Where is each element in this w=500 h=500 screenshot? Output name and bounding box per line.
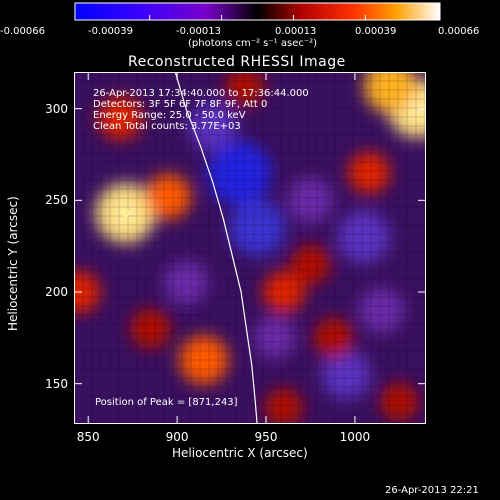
colorbar-tick-label: -0.00066 <box>0 26 45 37</box>
colorbar-unit-label: (photons cm⁻² s⁻¹ asec⁻²) <box>188 38 318 49</box>
peak-point <box>122 209 130 217</box>
colorbar-tick-label: 0.00013 <box>275 26 317 37</box>
colorbar-tick-marks <box>74 15 441 20</box>
y-tick-label: 300 <box>45 101 68 116</box>
solar-limb-line <box>174 72 258 424</box>
colorbar-tick-label: 0.00066 <box>438 26 480 37</box>
chart-title: Reconstructed RHESSI Image <box>128 54 346 70</box>
observation-time: 26-Apr-2013 17:34:40.000 to 17:36:44.000 <box>93 88 309 99</box>
plot-frame <box>74 72 426 424</box>
colorbar-tick-label: -0.00013 <box>176 26 221 37</box>
x-tick-label: 900 <box>165 430 189 444</box>
x-axis-title: Heliocentric X (arcsec) <box>172 446 308 460</box>
axis-tick-marks <box>74 72 426 424</box>
energy-range-line: Energy Range: 25.0 - 50.0 keV <box>93 110 246 121</box>
y-axis-title: Heliocentric Y (arcsec) <box>6 196 20 331</box>
footer-timestamp: 26-Apr-2013 22:21 <box>385 485 479 496</box>
colorbar-tick-label: 0.00039 <box>355 26 397 37</box>
peak-marker <box>122 209 130 217</box>
colorbar-area <box>74 2 441 21</box>
x-tick-label: 850 <box>76 430 100 444</box>
y-tick-label: 200 <box>45 285 68 299</box>
heatmap-plot <box>74 72 426 424</box>
y-tick-label: 150 <box>45 376 68 391</box>
clean-counts-line: Clean Total counts: 3.77E+03 <box>93 121 241 132</box>
colorbar <box>74 2 441 21</box>
x-tick-label: 1000 <box>339 430 371 444</box>
detectors-line: Detectors: 3F 5F 6F 7F 8F 9F, Att 0 <box>93 99 268 110</box>
peak-position-label: Position of Peak = [871,243] <box>95 397 238 408</box>
pixel-grid <box>74 72 426 424</box>
y-tick-label: 250 <box>45 193 68 208</box>
x-tick-label: 950 <box>254 430 278 444</box>
colorbar-tick-label: -0.00039 <box>88 26 133 37</box>
